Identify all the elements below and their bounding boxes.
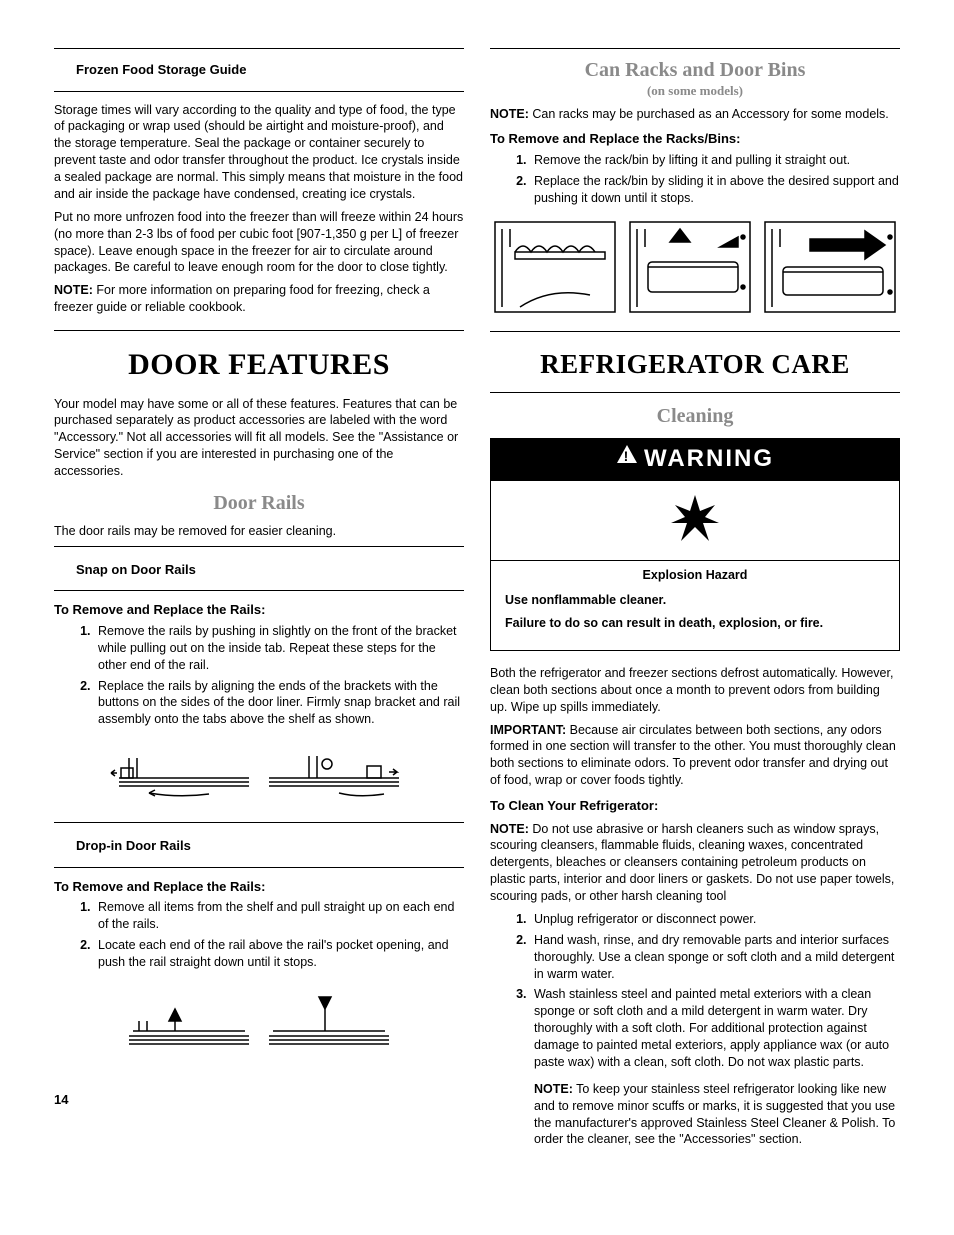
list-item-text: Wash stainless steel and painted metal e… — [534, 987, 889, 1069]
list-item: Replace the rails by aligning the ends o… — [94, 678, 464, 729]
section-title: REFRIGERATOR CARE — [490, 346, 900, 382]
snap-heading: Snap on Door Rails — [54, 557, 464, 585]
drop-rails-illustration — [54, 981, 464, 1061]
rule — [54, 590, 464, 591]
body-text: Storage times will vary according to the… — [54, 102, 464, 203]
subsection-note: (on some models) — [490, 82, 900, 100]
body-text: NOTE: To keep your stainless steel refri… — [534, 1081, 900, 1149]
list-item: Replace the rack/bin by sliding it in ab… — [530, 173, 900, 207]
section-title: DOOR FEATURES — [54, 345, 464, 386]
racks-bins-illustration — [490, 217, 900, 317]
page-number: 14 — [54, 1091, 464, 1109]
note-text: Do not use abrasive or harsh cleaners su… — [490, 822, 894, 904]
procedure-heading: To Remove and Replace the Rails: — [54, 601, 464, 619]
procedure-list: Unplug refrigerator or disconnect power.… — [490, 911, 900, 1148]
body-text: Your model may have some or all of these… — [54, 396, 464, 480]
frozen-heading: Frozen Food Storage Guide — [54, 57, 464, 85]
rule — [54, 48, 464, 49]
rule — [54, 867, 464, 868]
rule — [490, 331, 900, 332]
subsection-title: Can Racks and Door Bins — [490, 57, 900, 84]
body-text: Both the refrigerator and freezer sectio… — [490, 665, 900, 716]
subsection-title: Door Rails — [54, 490, 464, 517]
list-item: Remove all items from the shelf and pull… — [94, 899, 464, 933]
body-text: NOTE: For more information on preparing … — [54, 282, 464, 316]
body-text: IMPORTANT: Because air circulates betwee… — [490, 722, 900, 790]
note-label: NOTE: — [54, 283, 93, 297]
right-column: Can Racks and Door Bins (on some models)… — [490, 48, 900, 1156]
subsection-title: Cleaning — [490, 403, 900, 430]
procedure-list: Remove all items from the shelf and pull… — [54, 899, 464, 971]
rule — [54, 330, 464, 331]
rule — [54, 91, 464, 92]
warning-header: ! WARNING — [491, 439, 899, 481]
hazard-title: Explosion Hazard — [505, 567, 885, 584]
page: Frozen Food Storage Guide Storage times … — [54, 48, 900, 1156]
note-text: For more information on preparing food f… — [54, 283, 430, 314]
note-label: NOTE: — [534, 1082, 573, 1096]
list-item: Wash stainless steel and painted metal e… — [530, 986, 900, 1148]
list-item: Hand wash, rinse, and dry removable part… — [530, 932, 900, 983]
important-label: IMPORTANT: — [490, 723, 566, 737]
svg-text:!: ! — [624, 448, 631, 464]
note-label: NOTE: — [490, 107, 529, 121]
warning-box: ! WARNING Explosion Hazard Use nonflamma… — [490, 438, 900, 651]
procedure-heading: To Remove and Replace the Racks/Bins: — [490, 130, 900, 148]
snap-rails-illustration — [54, 738, 464, 808]
body-text: The door rails may be removed for easier… — [54, 523, 464, 540]
note-text: To keep your stainless steel refrigerato… — [534, 1082, 895, 1147]
procedure-heading: To Clean Your Refrigerator: — [490, 797, 900, 815]
procedure-list: Remove the rails by pushing in slightly … — [54, 623, 464, 728]
procedure-list: Remove the rack/bin by lifting it and pu… — [490, 152, 900, 207]
left-column: Frozen Food Storage Guide Storage times … — [54, 48, 464, 1156]
drop-heading: Drop-in Door Rails — [54, 833, 464, 861]
note-text: Can racks may be purchased as an Accesso… — [529, 107, 889, 121]
list-item: Remove the rails by pushing in slightly … — [94, 623, 464, 674]
list-item: Remove the rack/bin by lifting it and pu… — [530, 152, 900, 169]
rule — [490, 48, 900, 49]
rule — [54, 822, 464, 823]
warning-triangle-icon: ! — [616, 441, 638, 473]
explosion-icon — [505, 491, 885, 552]
warning-text: Failure to do so can result in death, ex… — [505, 615, 885, 632]
warning-text: Use nonflammable cleaner. — [505, 592, 885, 609]
rule — [490, 392, 900, 393]
list-item: Unplug refrigerator or disconnect power. — [530, 911, 900, 928]
warning-body: Explosion Hazard Use nonflammable cleane… — [491, 481, 899, 650]
body-text: Put no more unfrozen food into the freez… — [54, 209, 464, 277]
body-text: NOTE: Can racks may be purchased as an A… — [490, 106, 900, 123]
list-item: Locate each end of the rail above the ra… — [94, 937, 464, 971]
procedure-heading: To Remove and Replace the Rails: — [54, 878, 464, 896]
body-text: NOTE: Do not use abrasive or harsh clean… — [490, 821, 900, 905]
warning-label: WARNING — [644, 445, 774, 472]
note-label: NOTE: — [490, 822, 529, 836]
rule — [54, 546, 464, 547]
